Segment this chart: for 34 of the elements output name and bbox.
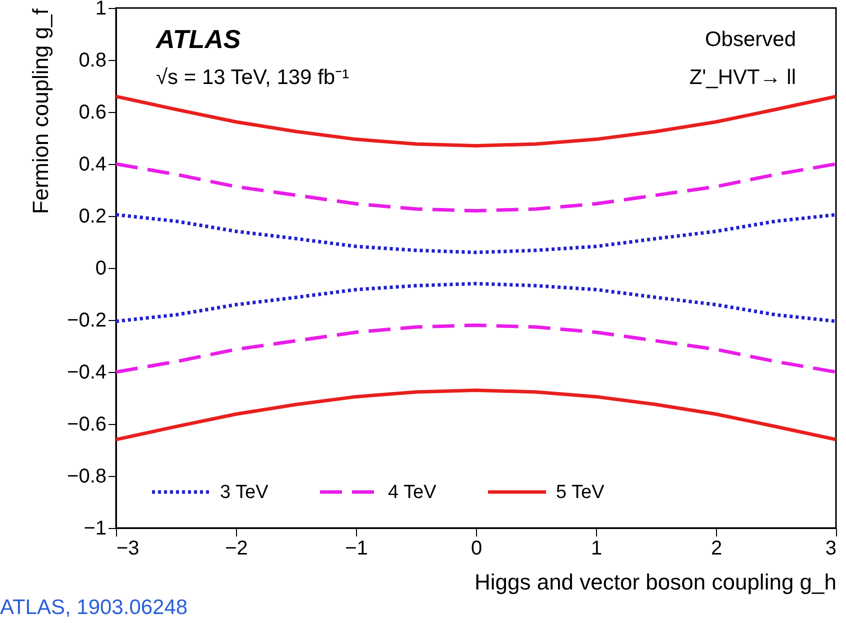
x-tick-label: 1	[590, 538, 602, 560]
line-series	[116, 323, 836, 374]
text: ATLAS, 1903.06248	[0, 596, 188, 619]
x-tick-label: −1	[345, 538, 368, 560]
y-tick-label: −0.6	[67, 414, 106, 436]
line-series	[116, 212, 836, 254]
x-tick-label: 0	[470, 538, 482, 560]
annotation: Z'_HVT→ ll	[689, 66, 796, 89]
annotation: ATLAS	[155, 24, 242, 54]
x-tick-label: −3	[116, 538, 140, 560]
y-tick-label: 0.6	[78, 102, 106, 124]
legend-label: 4 TeV	[388, 482, 437, 503]
y-tick-label: 1	[95, 0, 106, 20]
y-tick-label: 0	[95, 258, 106, 280]
x-axis-title: Higgs and vector boson coupling g_h	[474, 570, 836, 594]
y-tick-label: −0.8	[67, 466, 106, 488]
annotation: Observed	[704, 28, 796, 51]
legend-label: 5 TeV	[556, 482, 605, 503]
line-series	[116, 94, 836, 148]
y-axis-title: Fermion coupling g_f	[28, 8, 54, 214]
annotation: √s = 13 TeV, 139 fb⁻¹	[156, 66, 350, 89]
y-tick-label: 0.8	[78, 50, 106, 72]
x-tick-label: −2	[225, 538, 248, 560]
legend-label: 3 TeV	[220, 482, 269, 503]
line-series	[116, 282, 836, 324]
y-tick-label: −1	[84, 518, 106, 540]
y-tick-label: 0.4	[78, 154, 106, 176]
y-tick-label: −0.4	[67, 362, 106, 384]
x-tick-label: 3	[825, 538, 836, 560]
line-series	[116, 162, 836, 213]
x-tick-label: 2	[710, 538, 722, 560]
y-tick-label: −0.2	[67, 310, 106, 332]
line-series	[116, 388, 836, 442]
y-tick-label: 0.2	[78, 206, 106, 228]
